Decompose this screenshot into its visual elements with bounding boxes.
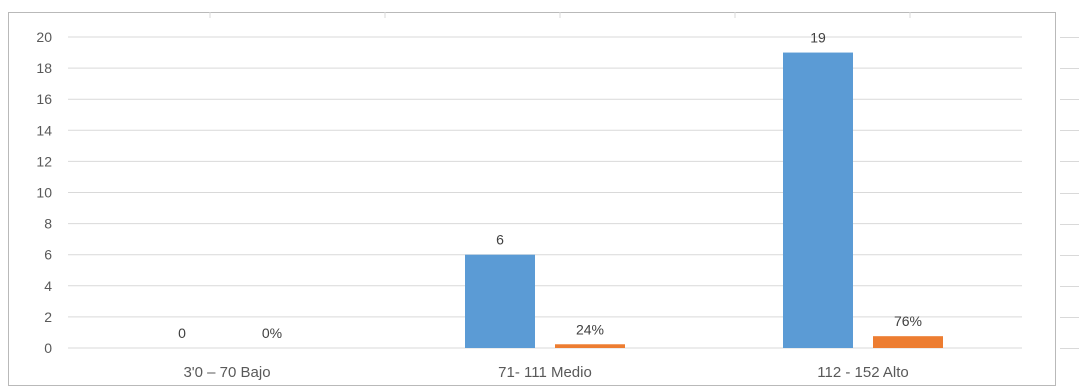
bars: [465, 52, 943, 349]
sheet-gridline: [1060, 99, 1079, 101]
y-tick-label: 20: [36, 29, 52, 45]
y-axis-tick-labels: 0 2 4 6 8 10 12 14 16 18 20: [36, 29, 52, 356]
data-label-series2-cat2: 24%: [576, 321, 604, 337]
data-label-series2-cat3: 76%: [894, 313, 922, 329]
gridlines: [68, 12, 1022, 349]
category-label: 71- 111 Medio: [498, 364, 592, 381]
bar-series1-cat2: [465, 254, 535, 348]
sheet-gridline: [1060, 348, 1079, 349]
y-tick-label: 10: [36, 185, 52, 201]
y-tick-label: 8: [44, 216, 52, 232]
category-label: 112 - 152 Alto: [817, 364, 908, 381]
category-labels: 3'0 – 70 Bajo 71- 111 Medio 112 - 152 Alto: [183, 364, 908, 381]
sheet-gridline: [1060, 37, 1079, 38]
sheet-gridline: [1060, 192, 1079, 194]
bar-series2-cat2: [555, 344, 625, 348]
y-tick-label: 2: [44, 309, 52, 325]
sheet-gridline: [1060, 130, 1079, 132]
data-label-series1-cat2: 6: [496, 232, 504, 248]
data-label-series2-cat1: 0%: [262, 325, 282, 341]
y-tick-label: 4: [44, 278, 52, 294]
y-tick-label: 18: [36, 60, 52, 76]
bar-series2-cat3: [873, 336, 943, 348]
bar-series1-cat3: [783, 52, 853, 349]
sheet-gridline: [1060, 161, 1079, 163]
y-tick-label: 6: [44, 247, 52, 263]
sheet-gridline: [1060, 285, 1079, 287]
sheet-gridline: [1060, 223, 1079, 225]
data-label-series1-cat1: 0: [178, 325, 186, 341]
sheet-gridline: [1060, 68, 1079, 70]
sheet-gridline: [1060, 254, 1079, 256]
sheet-gridline: [1060, 316, 1079, 318]
data-labels: 0 0% 6 24% 19 76%: [178, 30, 922, 341]
category-label: 3'0 – 70 Bajo: [183, 364, 270, 381]
adjacent-sheet-gridlines: [1060, 12, 1079, 386]
y-tick-label: 16: [36, 91, 52, 107]
y-tick-label: 12: [36, 153, 52, 169]
data-label-series1-cat3: 19: [810, 30, 826, 46]
y-tick-label: 0: [44, 340, 52, 356]
y-tick-label: 14: [36, 122, 52, 138]
